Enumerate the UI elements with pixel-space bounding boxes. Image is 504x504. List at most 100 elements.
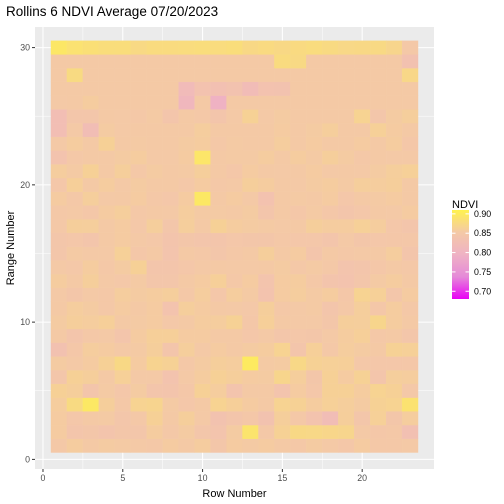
heatmap-tile: [66, 370, 84, 385]
heatmap-tile: [50, 370, 68, 385]
heatmap-tile: [385, 177, 403, 192]
heatmap-tile: [242, 136, 259, 151]
heatmap-tile: [194, 246, 211, 261]
heatmap-tile: [98, 287, 115, 302]
heatmap-tile: [210, 287, 227, 302]
heatmap-tile: [322, 424, 339, 439]
heatmap-tile: [210, 40, 227, 55]
heatmap-tile: [82, 273, 99, 288]
heatmap-tile: [370, 438, 387, 453]
heatmap-tile: [66, 68, 84, 83]
y-tick-label: 20: [20, 180, 30, 190]
heatmap-tile: [50, 164, 68, 179]
heatmap-tile: [82, 438, 99, 453]
heatmap-tile: [82, 424, 99, 439]
heatmap-tile: [338, 164, 355, 179]
heatmap-tile: [66, 205, 84, 220]
heatmap-tile: [130, 109, 147, 124]
heatmap-tile: [50, 438, 68, 453]
heatmap-tile: [178, 150, 195, 165]
heatmap-tile: [258, 301, 275, 316]
heatmap-tile: [401, 260, 419, 275]
heatmap-tile: [322, 68, 339, 83]
heatmap-tile: [162, 328, 179, 343]
heatmap-tile: [258, 150, 275, 165]
heatmap-tile: [130, 246, 147, 261]
heatmap-tile: [66, 219, 84, 234]
heatmap-tile: [98, 246, 115, 261]
heatmap-tile: [178, 95, 195, 110]
heatmap-tile: [370, 232, 387, 247]
heatmap-tile: [114, 54, 131, 69]
heatmap-tile: [130, 260, 147, 275]
heatmap-tile: [210, 315, 227, 330]
heatmap-tile: [82, 301, 99, 316]
heatmap-tile: [242, 287, 259, 302]
heatmap-tile: [385, 287, 403, 302]
heatmap-tile: [178, 438, 195, 453]
heatmap-tile: [354, 95, 371, 110]
heatmap-tile: [130, 287, 147, 302]
heatmap-tile: [114, 177, 131, 192]
heatmap-tile: [385, 122, 403, 137]
heatmap-tile: [98, 191, 115, 206]
heatmap-tile: [258, 191, 275, 206]
heatmap-tile: [354, 356, 371, 371]
heatmap-tile: [114, 40, 131, 55]
heatmap-tile: [130, 438, 147, 453]
heatmap-tile: [242, 54, 259, 69]
heatmap-tile: [66, 260, 84, 275]
heatmap-tile: [258, 219, 275, 234]
heatmap-tile: [385, 342, 403, 357]
heatmap-tile: [322, 301, 339, 316]
heatmap-tile: [146, 397, 163, 412]
heatmap-tile: [82, 81, 99, 96]
heatmap-tile: [210, 370, 227, 385]
heatmap-tile: [114, 122, 131, 137]
heatmap-tile: [98, 40, 115, 55]
heatmap-tile: [290, 122, 307, 137]
y-tick-label: 10: [20, 317, 30, 327]
heatmap-tile: [50, 260, 68, 275]
heatmap-tile: [306, 95, 323, 110]
heatmap-tile: [274, 424, 291, 439]
heatmap-tile: [274, 411, 291, 426]
heatmap-tile: [178, 328, 195, 343]
heatmap-tile: [194, 328, 211, 343]
heatmap-tile: [370, 397, 387, 412]
heatmap-tile: [98, 95, 115, 110]
heatmap-tile: [98, 356, 115, 371]
heatmap-tile: [290, 40, 307, 55]
heatmap-tile: [130, 191, 147, 206]
heatmap-tile: [162, 150, 179, 165]
heatmap-tile: [210, 177, 227, 192]
heatmap-tile: [82, 219, 99, 234]
heatmap-tile: [258, 177, 275, 192]
heatmap-tile: [401, 81, 419, 96]
heatmap-tile: [178, 81, 195, 96]
heatmap-tile: [385, 315, 403, 330]
heatmap-tile: [258, 40, 275, 55]
heatmap-tile: [162, 342, 179, 357]
heatmap-tile: [226, 328, 243, 343]
heatmap-tile: [98, 424, 115, 439]
heatmap-tile: [338, 81, 355, 96]
heatmap-tile: [306, 81, 323, 96]
heatmap-tile: [370, 95, 387, 110]
heatmap-tile: [385, 383, 403, 398]
heatmap-tile: [306, 191, 323, 206]
heatmap-tile: [194, 136, 211, 151]
heatmap-tile: [274, 328, 291, 343]
heatmap-tile: [98, 177, 115, 192]
heatmap-tile: [401, 246, 419, 261]
heatmap-tile: [98, 260, 115, 275]
heatmap-tile: [370, 205, 387, 220]
heatmap-tile: [274, 164, 291, 179]
heatmap-tile: [194, 122, 211, 137]
heatmap-tile: [178, 246, 195, 261]
heatmap-tile: [50, 136, 68, 151]
heatmap-tile: [50, 54, 68, 69]
heatmap-tile: [146, 122, 163, 137]
legend-title: NDVI: [452, 199, 478, 211]
heatmap-tile: [50, 68, 68, 83]
